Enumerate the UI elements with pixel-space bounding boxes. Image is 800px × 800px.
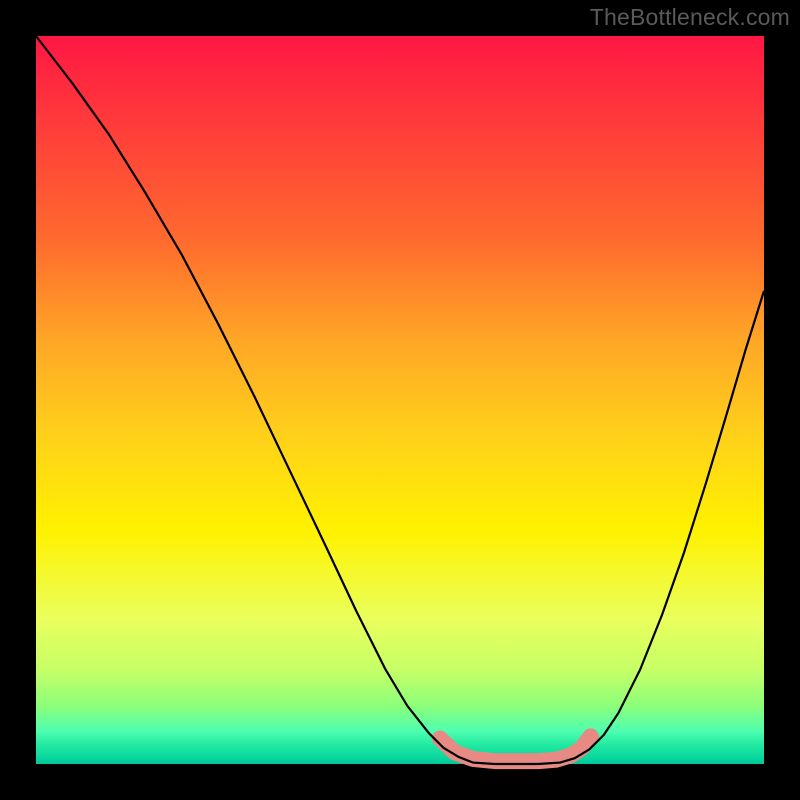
chart-svg xyxy=(0,0,800,800)
chart-container: TheBottleneck.com xyxy=(0,0,800,800)
watermark-text: TheBottleneck.com xyxy=(590,4,790,31)
gradient-background xyxy=(36,36,764,764)
